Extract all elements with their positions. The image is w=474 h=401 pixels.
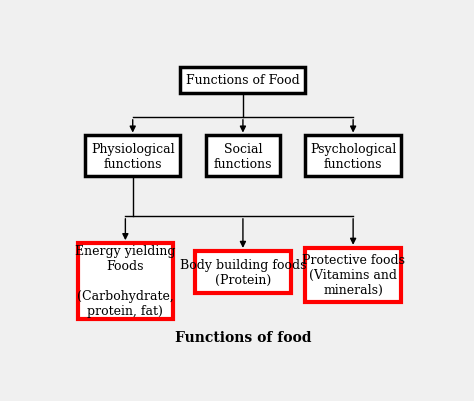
Text: Physiological
functions: Physiological functions xyxy=(91,142,174,170)
FancyBboxPatch shape xyxy=(305,248,401,302)
Text: Psychological
functions: Psychological functions xyxy=(310,142,396,170)
Text: Energy yielding
Foods

(Carbohydrate,
protein, fat): Energy yielding Foods (Carbohydrate, pro… xyxy=(75,245,176,318)
Text: Social
functions: Social functions xyxy=(214,142,272,170)
FancyBboxPatch shape xyxy=(78,243,173,319)
FancyBboxPatch shape xyxy=(305,136,401,176)
Text: Functions of Food: Functions of Food xyxy=(186,74,300,87)
Text: Body building foods
(Protein): Body building foods (Protein) xyxy=(180,258,306,286)
Text: Protective foods
(Vitamins and
minerals): Protective foods (Vitamins and minerals) xyxy=(301,253,405,296)
FancyBboxPatch shape xyxy=(85,136,181,176)
FancyBboxPatch shape xyxy=(195,251,291,293)
FancyBboxPatch shape xyxy=(181,67,305,94)
FancyBboxPatch shape xyxy=(206,136,280,176)
Text: Functions of food: Functions of food xyxy=(175,330,311,344)
